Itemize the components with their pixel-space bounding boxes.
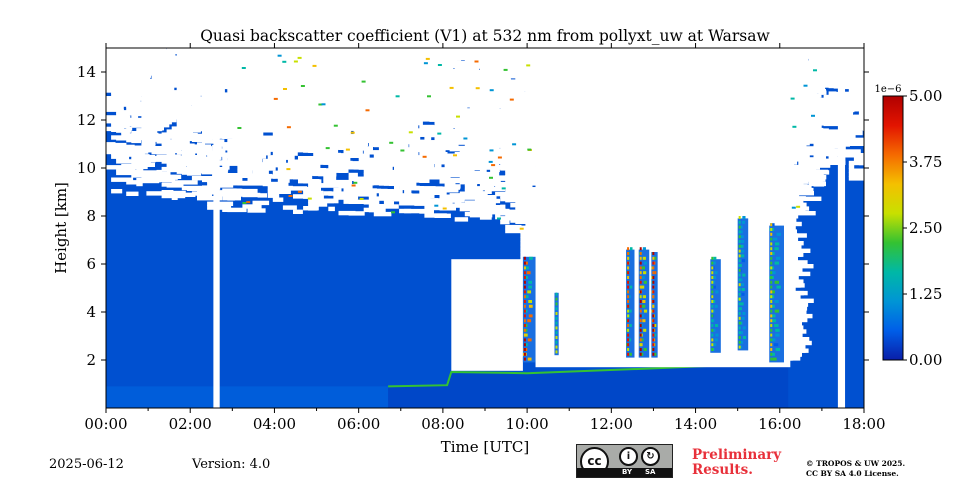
license-sa-label: SA	[645, 468, 656, 476]
x-tick-label: 00:00	[84, 415, 127, 433]
y-tick-label: 8	[86, 207, 96, 225]
x-tick-label: 14:00	[674, 415, 717, 433]
chart-title: Quasi backscatter coefficient (V1) at 53…	[200, 27, 770, 45]
preliminary-notice: Preliminary Results.	[692, 448, 781, 478]
colorbar-tick-label: 5.00	[909, 87, 942, 105]
y-tick-label: 4	[86, 303, 96, 321]
license-by-label: BY	[622, 468, 633, 476]
y-tick-label: 12	[77, 111, 96, 129]
colorbar-tick-label: 1.25	[909, 285, 942, 303]
x-tick-label: 02:00	[169, 415, 212, 433]
no-signal-gap	[837, 48, 846, 408]
colorbar-tick-label: 2.50	[909, 219, 942, 237]
x-axis-label: Time [UTC]	[441, 438, 530, 456]
y-tick-label: 2	[86, 351, 96, 369]
cloud-layer	[769, 223, 784, 363]
colorbar-exponent: 1e−6	[874, 84, 901, 95]
share-alike-icon: ↻	[641, 447, 660, 466]
copyright-line-1: © TROPOS & UW 2025.	[806, 459, 906, 468]
x-axis: 00:00 02:00 04:00 06:00 08:00 10:00 12:00 14:00…	[84, 43, 886, 433]
date-label: 2025-06-12	[49, 457, 124, 472]
cloud-layer	[710, 256, 721, 353]
colorbar-tick-label: 0.00	[909, 351, 942, 369]
cloud-layer	[626, 247, 635, 358]
x-tick-label: 06:00	[337, 415, 380, 433]
preliminary-line-1: Preliminary	[692, 447, 782, 463]
attribution-icon: i	[619, 447, 638, 466]
cloud-layer	[554, 292, 559, 356]
copyright-notice: © TROPOS & UW 2025. CC BY SA 4.0 License…	[806, 459, 905, 479]
cloud-layer	[638, 247, 650, 358]
cloud-layer	[522, 256, 536, 363]
colorbar-scale	[882, 95, 904, 361]
x-tick-label: 18:00	[842, 415, 885, 433]
preliminary-line-2: Results.	[692, 462, 753, 478]
no-signal-gap	[213, 48, 220, 408]
copyright-line-2: CC BY SA 4.0 License.	[806, 469, 899, 478]
cloud-layer	[651, 252, 658, 358]
y-axis-label: Height [km]	[52, 182, 70, 274]
y-tick-label: 14	[77, 63, 96, 81]
license-band	[577, 468, 672, 477]
colorbar-tick-label: 3.75	[909, 153, 942, 171]
x-tick-label: 08:00	[421, 415, 464, 433]
x-tick-label: 04:00	[253, 415, 296, 433]
x-tick-label: 10:00	[505, 415, 548, 433]
colorbar: 1e−6 0.00 1.25 2.50 3.75 5.00	[874, 84, 942, 369]
plot-area	[106, 48, 864, 408]
cloud-layer	[737, 216, 749, 351]
x-tick-label: 12:00	[590, 415, 633, 433]
y-tick-label: 10	[77, 159, 96, 177]
y-axis: 2 4 6 8 10 12 14	[77, 63, 869, 369]
cc-license-badge: cc i ↻ BY SA	[576, 444, 673, 478]
version-label: Version: 4.0	[192, 457, 271, 472]
y-tick-label: 6	[86, 255, 96, 273]
x-tick-label: 16:00	[758, 415, 801, 433]
